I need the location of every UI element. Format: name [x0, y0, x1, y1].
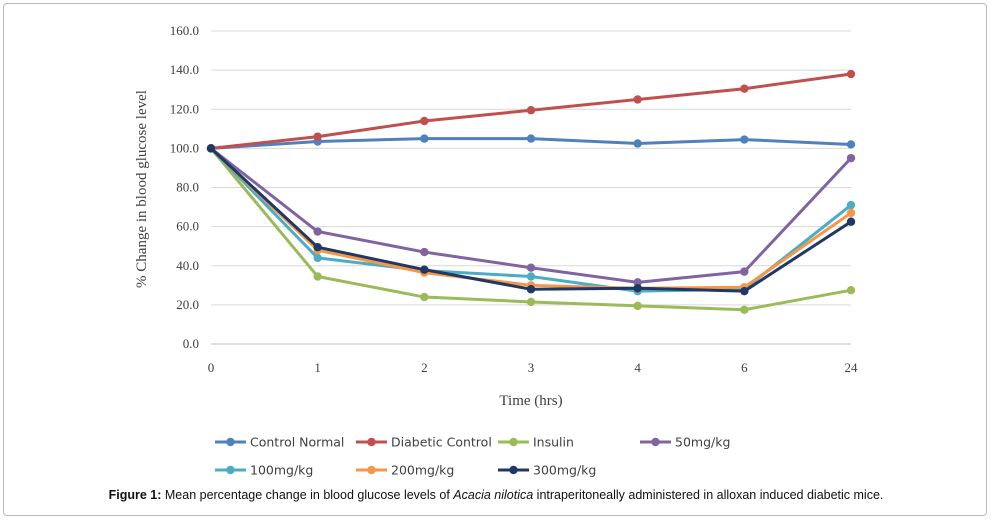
data-point [740, 267, 749, 276]
y-tick-label: 140.0 [170, 62, 199, 77]
y-tick-label: 40.0 [176, 258, 199, 273]
legend-item: 200mg/kg [356, 463, 454, 478]
y-axis-title: % Change in blood glucose level [134, 90, 150, 288]
x-axis-title: Time (hrs) [499, 393, 562, 409]
data-point [526, 263, 536, 272]
data-point [420, 247, 429, 257]
legend-label: Insulin [533, 435, 574, 450]
data-point [846, 200, 856, 210]
y-tick-label: 60.0 [176, 219, 199, 234]
y-tick-label: 80.0 [176, 180, 199, 195]
y-tick-label: 160.0 [170, 23, 199, 38]
legend-label: 200mg/kg [391, 463, 454, 478]
data-point [633, 301, 642, 311]
data-point [740, 286, 749, 296]
legend-marker [226, 465, 235, 475]
legend-item: 300mg/kg [498, 463, 596, 478]
data-point [633, 95, 642, 104]
x-tick-label: 1 [314, 360, 321, 375]
data-point [526, 297, 536, 307]
figure-frame [3, 3, 987, 516]
x-tick-label: 3 [528, 360, 535, 375]
data-point [526, 285, 536, 294]
legend-marker [226, 437, 235, 447]
data-point [526, 134, 536, 143]
legend-label: Diabetic Control [391, 435, 492, 450]
y-tick-label: 120.0 [170, 101, 199, 116]
legend: Control Normal Diabetic Control Insulin 50m… [215, 435, 730, 478]
data-point [313, 132, 322, 141]
caption-text-before: Mean percentage change in blood glucose … [161, 488, 454, 502]
data-point [526, 272, 536, 281]
data-point [420, 265, 429, 274]
data-point [740, 305, 749, 314]
legend-item: Control Normal [215, 435, 344, 450]
data-point [633, 278, 642, 287]
legend-marker [367, 465, 376, 475]
data-point [313, 227, 322, 236]
x-tick-label: 24 [845, 360, 859, 375]
caption-label: Figure 1: [108, 488, 162, 502]
data-point [846, 208, 856, 218]
data-point [420, 116, 429, 126]
legend-item: 100mg/kg [215, 463, 313, 478]
y-tick-label: 100.0 [170, 140, 199, 155]
y-tick-label: 0.0 [183, 336, 199, 351]
legend-marker [651, 437, 660, 447]
data-point [206, 144, 216, 153]
figure-caption: Figure 1: Mean percentage change in bloo… [0, 488, 992, 502]
data-point [846, 217, 856, 226]
x-tick-label: 0 [208, 360, 215, 375]
data-point [526, 106, 536, 115]
legend-item: Diabetic Control [356, 435, 492, 450]
data-point [846, 286, 856, 295]
legend-label: Control Normal [250, 435, 344, 450]
x-tick-label: 2 [421, 360, 428, 375]
data-point [313, 242, 322, 252]
legend-label: 50mg/kg [675, 435, 730, 450]
data-point [846, 140, 856, 149]
y-tick-label: 20.0 [176, 297, 199, 312]
data-point [740, 84, 749, 93]
data-point [633, 284, 642, 293]
series-lines [206, 69, 856, 314]
x-tick-label: 4 [634, 360, 641, 375]
data-point [846, 153, 856, 163]
y-tick-labels: 0.0 20.0 40.0 60.0 80.0 100.0 120.0 140.0 160.0 [170, 23, 199, 351]
legend-label: 300mg/kg [533, 463, 596, 478]
legend-item: Insulin [498, 435, 574, 450]
legend-marker [509, 437, 518, 447]
data-point [420, 134, 429, 143]
legend-marker [509, 465, 518, 475]
data-point [313, 272, 322, 281]
legend-item: 50mg/kg [640, 435, 730, 450]
data-point [740, 135, 749, 144]
legend-label: 100mg/kg [250, 463, 313, 478]
x-tick-label: 6 [741, 360, 748, 375]
gridlines [211, 30, 851, 345]
caption-species: Acacia nilotica [453, 488, 534, 502]
data-point [846, 69, 856, 79]
data-point [313, 253, 322, 263]
caption-text-after: intraperitoneally administered in alloxa… [533, 488, 884, 502]
legend-marker [367, 437, 376, 447]
data-point [633, 139, 642, 148]
x-tick-labels: 0 1 2 3 4 6 24 [208, 360, 858, 375]
data-point [420, 292, 429, 302]
